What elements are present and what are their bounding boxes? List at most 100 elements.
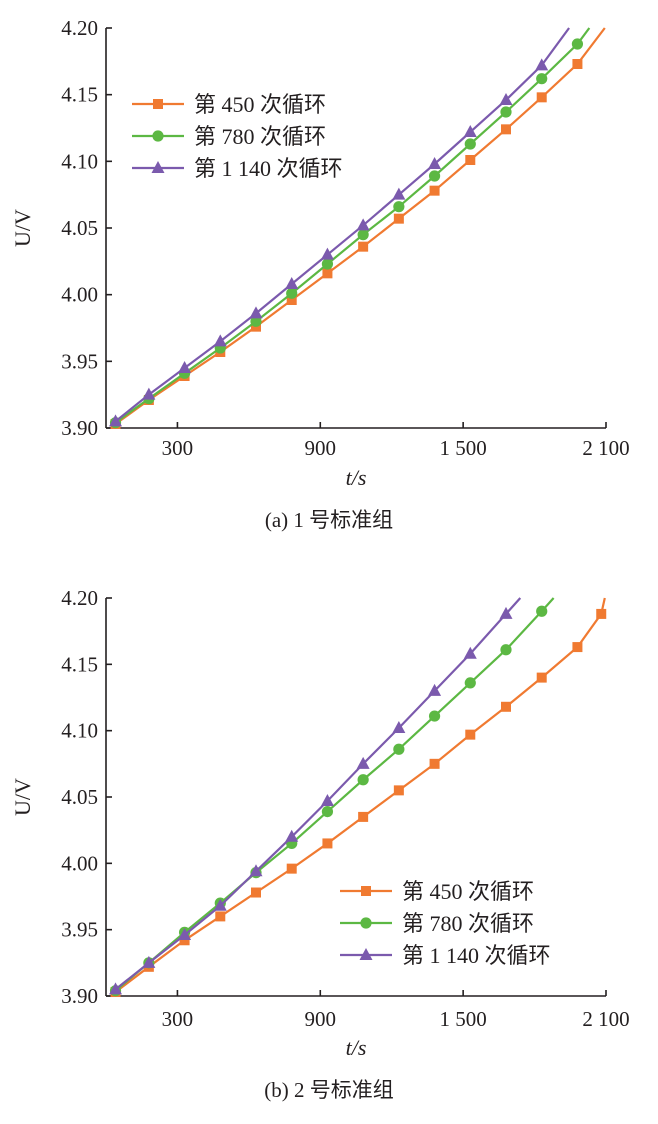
legend-marker-triangle bbox=[151, 161, 165, 173]
data-point-triangle bbox=[428, 157, 442, 169]
data-point-triangle bbox=[356, 756, 370, 769]
chart-panel-b: 3.90 3.95 4.00 4.05 4.10 4.15 4.20 300 900 1 500 2… bbox=[10, 586, 630, 1102]
data-point-square bbox=[501, 701, 511, 712]
legend-label: 第 450 次循环 bbox=[194, 92, 326, 117]
data-point-triangle bbox=[213, 898, 227, 911]
legend-label: 第 780 次循环 bbox=[194, 124, 326, 149]
x-tick-label: 900 bbox=[305, 1007, 337, 1031]
data-point-circle bbox=[500, 644, 512, 656]
x-tick-label: 1 500 bbox=[440, 1007, 487, 1031]
data-point-circle bbox=[428, 170, 441, 182]
data-point-square bbox=[286, 295, 297, 305]
legend-label: 第 1 140 次循环 bbox=[402, 943, 551, 968]
data-point-square bbox=[393, 785, 404, 796]
y-axis-label: U/V bbox=[10, 778, 35, 816]
data-point-square bbox=[429, 758, 440, 769]
y-tick-label: 4.00 bbox=[61, 851, 98, 875]
data-point-square bbox=[572, 642, 583, 653]
data-point-circle bbox=[536, 73, 548, 85]
y-tick-label: 3.95 bbox=[61, 349, 98, 373]
x-axis-label: t/s bbox=[346, 465, 367, 490]
legend-label: 第 450 次循环 bbox=[402, 879, 534, 904]
data-point-square bbox=[393, 213, 404, 224]
data-point-triangle bbox=[320, 793, 334, 806]
x-tick-label: 900 bbox=[305, 436, 337, 460]
legend-marker-circle bbox=[152, 130, 164, 142]
data-point-square bbox=[465, 155, 476, 165]
legend-marker-square bbox=[361, 886, 371, 896]
y-tick-label: 4.15 bbox=[61, 652, 98, 676]
data-point-triangle bbox=[178, 927, 192, 940]
data-point-square bbox=[501, 124, 511, 135]
data-point-circle bbox=[428, 710, 441, 722]
figure-caption: (a) 1 号标准组 bbox=[265, 508, 393, 532]
data-point-circle bbox=[357, 229, 369, 241]
y-tick-label: 3.90 bbox=[61, 416, 98, 440]
y-tick-label: 3.90 bbox=[61, 984, 98, 1008]
data-point-square bbox=[536, 672, 547, 683]
y-tick-label: 4.20 bbox=[61, 16, 98, 40]
data-point-square bbox=[215, 911, 226, 922]
data-point-circle bbox=[357, 774, 369, 786]
data-point-triangle bbox=[109, 982, 123, 995]
y-tick-label: 4.10 bbox=[61, 719, 98, 743]
y-axis-label: U/V bbox=[10, 209, 35, 247]
data-point-triangle bbox=[249, 306, 263, 319]
data-point-triangle bbox=[285, 829, 299, 842]
x-tick-label: 2 100 bbox=[582, 436, 629, 460]
y-tick-label: 4.15 bbox=[61, 83, 98, 107]
series-line bbox=[114, 597, 606, 993]
data-point-square bbox=[358, 241, 369, 252]
y-tick-label: 4.20 bbox=[61, 586, 98, 610]
figure-caption: (b) 2 号标准组 bbox=[264, 1078, 394, 1102]
data-point-square bbox=[465, 729, 476, 740]
data-point-circle bbox=[321, 258, 334, 270]
y-tick-label: 4.05 bbox=[61, 785, 98, 809]
data-point-square bbox=[536, 92, 547, 103]
legend-label: 第 780 次循环 bbox=[402, 911, 534, 936]
x-axis-label: t/s bbox=[346, 1035, 367, 1060]
data-point-circle bbox=[393, 743, 405, 755]
data-point-triangle bbox=[463, 646, 477, 659]
x-tick-label: 300 bbox=[162, 436, 194, 460]
x-tick-label: 1 500 bbox=[440, 436, 487, 460]
data-point-triangle bbox=[499, 93, 513, 105]
data-point-triangle bbox=[109, 414, 123, 427]
series-circle bbox=[109, 27, 591, 429]
data-point-circle bbox=[464, 138, 476, 150]
y-tick-label: 4.10 bbox=[61, 149, 98, 173]
legend-marker-square bbox=[153, 99, 163, 109]
data-point-circle bbox=[536, 605, 548, 617]
data-point-triangle bbox=[356, 218, 370, 231]
data-point-triangle bbox=[285, 277, 299, 289]
data-point-circle bbox=[393, 201, 405, 213]
data-point-triangle bbox=[320, 247, 334, 260]
data-point-triangle bbox=[428, 683, 442, 696]
legend-label: 第 1 140 次循环 bbox=[194, 156, 343, 181]
data-point-circle bbox=[321, 805, 334, 818]
data-point-triangle bbox=[463, 125, 477, 137]
data-point-triangle bbox=[213, 334, 227, 347]
data-point-triangle bbox=[142, 387, 156, 400]
data-point-circle bbox=[571, 38, 584, 50]
data-point-triangle bbox=[392, 187, 406, 200]
x-tick-label: 2 100 bbox=[582, 1007, 629, 1031]
series-triangle bbox=[109, 27, 570, 427]
legend-marker-circle bbox=[360, 917, 372, 929]
data-point-triangle bbox=[535, 58, 549, 71]
data-point-square bbox=[572, 59, 583, 69]
y-tick-label: 4.05 bbox=[61, 216, 98, 240]
data-point-square bbox=[596, 608, 607, 619]
data-point-square bbox=[429, 185, 440, 196]
data-point-triangle bbox=[249, 864, 263, 877]
y-tick-label: 4.00 bbox=[61, 283, 98, 307]
series-line bbox=[114, 597, 555, 992]
data-point-square bbox=[358, 811, 369, 822]
data-point-circle bbox=[500, 106, 512, 118]
data-point-triangle bbox=[499, 606, 513, 619]
data-point-triangle bbox=[142, 955, 156, 968]
chart-panel-a: 3.90 3.95 4.00 4.05 4.10 4.15 4.20 300 900 1 500 2… bbox=[10, 16, 630, 532]
